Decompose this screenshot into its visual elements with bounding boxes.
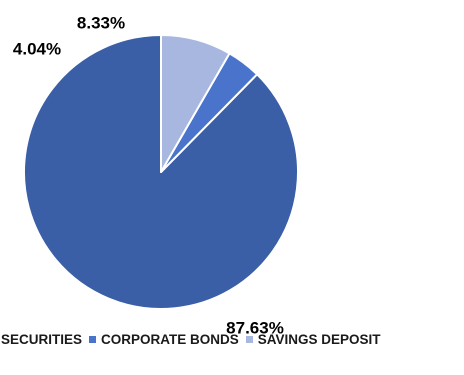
- legend-label-securities: SECURITIES: [1, 331, 83, 347]
- data-label-securities: 87.63%: [226, 318, 284, 337]
- chart-legend: SECURITIES CORPORATE BONDS SAVINGS DEPOS…: [0, 327, 464, 351]
- legend-item-securities: SECURITIES: [1, 332, 82, 347]
- data-label-savings-deposit: 8.33%: [77, 13, 125, 32]
- pie-slice-savings-deposit: [160, 34, 231, 173]
- legend-label-savings-deposit: SAVINGS DEPOSIT: [257, 331, 381, 347]
- legend-item-corporate-bonds: CORPORATE BONDS: [89, 332, 239, 347]
- legend-label-corporate-bonds: CORPORATE BONDS: [101, 331, 239, 347]
- legend-item-savings-deposit: SAVINGS DEPOSIT: [245, 331, 381, 347]
- legend-swatch-corporate-bonds: [89, 335, 97, 343]
- data-label-corporate-bonds: 4.04%: [13, 39, 61, 58]
- legend-swatch-savings-deposit: [245, 335, 253, 343]
